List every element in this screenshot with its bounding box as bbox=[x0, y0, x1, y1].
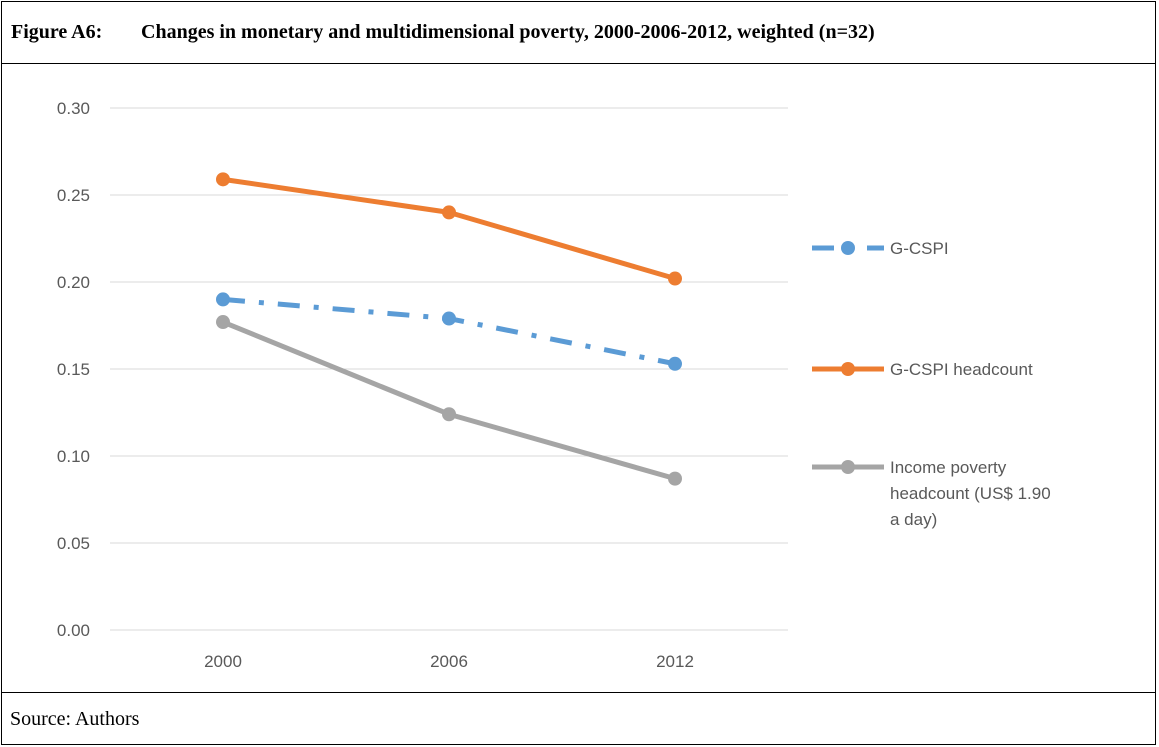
legend-label: Income poverty bbox=[890, 458, 1007, 477]
series-line bbox=[220, 176, 678, 282]
gridlines bbox=[110, 107, 788, 631]
figure-header: Figure A6: Changes in monetary and multi… bbox=[2, 2, 1155, 64]
y-tick-label: 0.00 bbox=[57, 621, 90, 640]
figure-source: Source: Authors bbox=[2, 692, 1155, 745]
series-2 bbox=[216, 315, 682, 486]
y-tick-label: 0.10 bbox=[57, 447, 90, 466]
legend-item: G-CSPI headcount bbox=[812, 360, 1033, 379]
data-point bbox=[668, 471, 682, 486]
data-point bbox=[216, 292, 230, 307]
series-1 bbox=[216, 172, 682, 286]
data-point bbox=[668, 271, 682, 286]
x-axis-ticks: 2000 2006 2012 bbox=[204, 652, 694, 671]
legend-item: G-CSPI bbox=[812, 239, 949, 258]
data-point bbox=[442, 311, 456, 326]
legend-label: headcount (US$ 1.90 bbox=[890, 484, 1051, 503]
data-point bbox=[442, 205, 456, 220]
legend-swatch-marker bbox=[841, 362, 855, 376]
legend-label: a day) bbox=[890, 510, 937, 529]
y-axis-ticks: 0.00 0.05 0.10 0.15 0.20 0.25 0.30 bbox=[57, 99, 90, 640]
y-tick-label: 0.05 bbox=[57, 534, 90, 553]
series-line bbox=[222, 296, 676, 367]
series-0 bbox=[216, 292, 682, 371]
data-point bbox=[216, 172, 230, 187]
legend-label: G-CSPI bbox=[890, 239, 949, 258]
x-tick-label: 2000 bbox=[204, 652, 242, 671]
x-tick-label: 2006 bbox=[430, 652, 468, 671]
legend: G-CSPI G-CSPI headcount Income poverty head… bbox=[812, 239, 1051, 529]
data-point bbox=[668, 356, 682, 371]
legend-swatch-marker bbox=[841, 460, 855, 474]
figure-title: Changes in monetary and multidimensional… bbox=[141, 21, 875, 43]
x-tick-label: 2012 bbox=[656, 652, 694, 671]
y-tick-label: 0.20 bbox=[57, 273, 90, 292]
figure-label: Figure A6: bbox=[11, 21, 103, 43]
y-tick-label: 0.30 bbox=[57, 99, 90, 118]
data-point bbox=[442, 407, 456, 422]
series-line bbox=[220, 319, 678, 482]
y-tick-label: 0.15 bbox=[57, 360, 90, 379]
series-group bbox=[216, 172, 682, 486]
y-tick-label: 0.25 bbox=[57, 186, 90, 205]
legend-label: G-CSPI headcount bbox=[890, 360, 1033, 379]
data-point bbox=[216, 315, 230, 330]
legend-item: Income poverty headcount (US$ 1.90 a day) bbox=[812, 458, 1051, 529]
legend-swatch-marker bbox=[841, 241, 855, 255]
